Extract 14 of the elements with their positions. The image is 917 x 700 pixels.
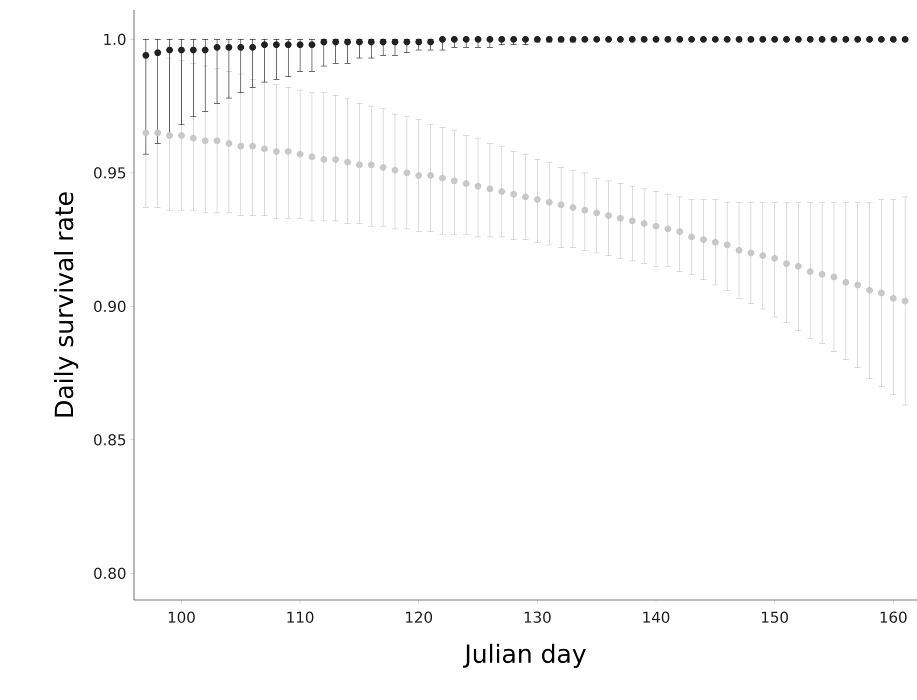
x-tick-label: 160: [880, 612, 907, 623]
y-axis-title: Daily survival rate: [54, 192, 78, 416]
y-tick-label: 0.85: [94, 434, 126, 446]
x-tick-label: 120: [406, 612, 432, 623]
x-tick-label: 130: [524, 612, 551, 623]
x-axis-title: Julian day: [463, 644, 586, 668]
x-tick-label: 140: [643, 612, 670, 623]
y-tick-label: 0.90: [94, 300, 126, 312]
y-tick-label: 0.95: [94, 167, 126, 179]
x-tick-label: 150: [762, 612, 788, 623]
x-tick-label: 100: [168, 612, 195, 623]
y-tick-label: 0.80: [94, 568, 126, 579]
y-tick-label: 1.0: [104, 34, 126, 46]
x-tick-label: 110: [287, 612, 314, 623]
